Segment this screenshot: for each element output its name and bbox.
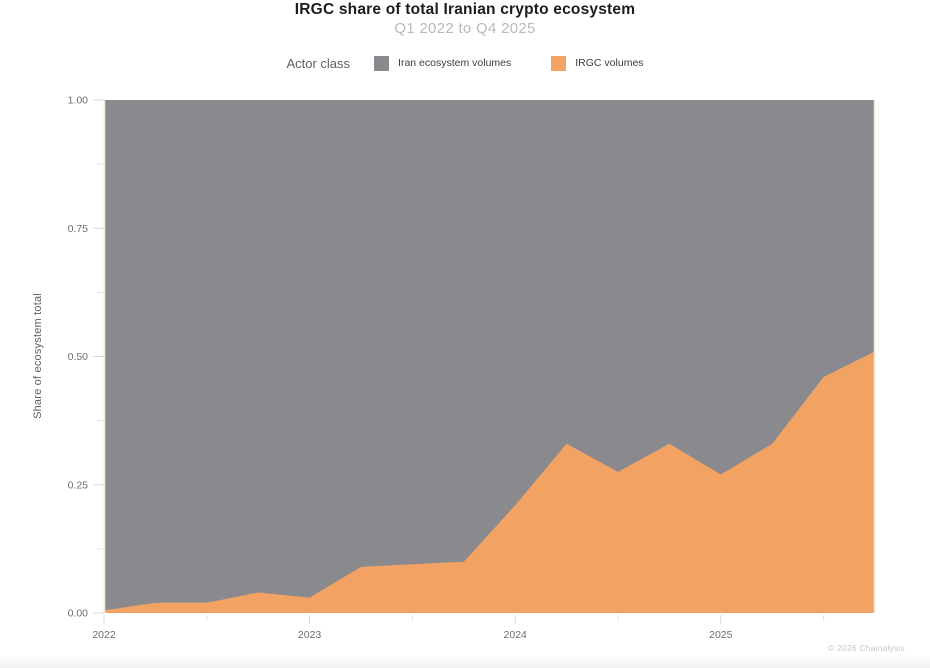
bottom-band	[0, 656, 930, 668]
legend-title: Actor class	[286, 55, 351, 71]
y-tick-label: 0.50	[68, 351, 89, 363]
x-tick-label: 2024	[504, 629, 528, 641]
x-tick-label: 2025	[709, 629, 733, 641]
copyright-note: © 2026 Chainalysis	[828, 643, 905, 653]
legend-item-iran-ecosystem: Iran ecosystem volumes	[374, 55, 512, 71]
x-tick-label: 2023	[298, 629, 322, 641]
irgc-swatch-icon	[551, 55, 567, 71]
legend-item-label: Iran ecosystem volumes	[398, 57, 512, 69]
y-tick-label: 0.25	[68, 479, 89, 491]
y-tick-label: 0.75	[68, 223, 89, 235]
legend: Actor class Iran ecosystem volumes IRGC …	[0, 52, 930, 74]
legend-item-irgc: IRGC volumes	[551, 55, 644, 71]
y-tick-label: 0.00	[68, 608, 89, 620]
page-subtitle: Q1 2022 to Q4 2025	[394, 20, 536, 37]
legend-item-label: IRGC volumes	[575, 57, 644, 69]
x-tick-label: 2022	[92, 629, 116, 641]
page-title: IRGC share of total Iranian crypto ecosy…	[294, 1, 636, 18]
area-irgc	[104, 351, 875, 613]
y-tick-label: 1.00	[68, 95, 89, 107]
iran-ecosystem-swatch-icon	[374, 55, 390, 71]
